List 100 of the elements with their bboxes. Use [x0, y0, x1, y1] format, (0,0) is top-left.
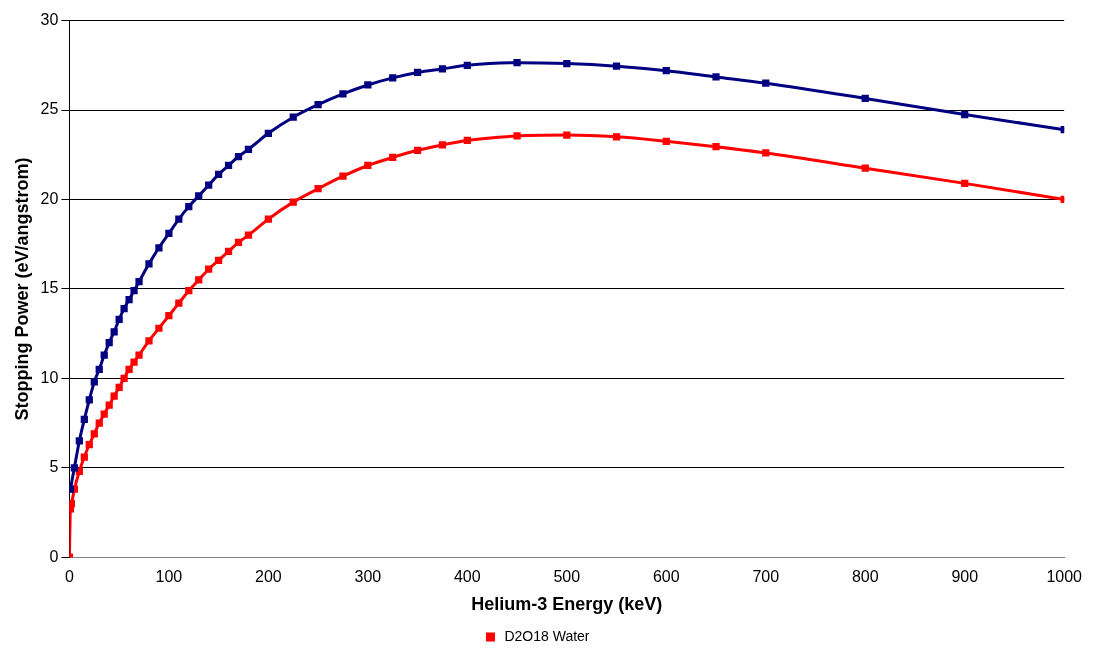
point — [185, 203, 193, 211]
point — [612, 133, 621, 141]
point — [175, 215, 183, 223]
point — [195, 276, 203, 284]
point — [80, 453, 88, 461]
y-tick-label: 10 — [40, 368, 59, 386]
point — [135, 351, 143, 359]
point — [175, 299, 183, 307]
point — [264, 215, 272, 223]
point — [205, 265, 213, 273]
point — [155, 244, 163, 252]
point — [80, 415, 88, 424]
point — [70, 464, 78, 472]
point — [95, 365, 103, 374]
point — [130, 358, 138, 366]
y-tick-label: 30 — [40, 11, 59, 29]
point — [463, 61, 471, 69]
point — [110, 328, 118, 336]
point — [413, 68, 422, 77]
point — [234, 152, 243, 161]
point — [364, 161, 372, 170]
point — [215, 170, 223, 179]
point — [215, 256, 223, 264]
point — [105, 401, 113, 409]
point — [961, 179, 969, 187]
point — [244, 145, 253, 154]
point — [563, 131, 571, 139]
point — [289, 113, 297, 121]
point — [314, 185, 322, 193]
point — [662, 137, 670, 145]
point — [762, 149, 770, 157]
point — [339, 172, 347, 180]
point — [762, 79, 770, 87]
y-tick-label: 20 — [40, 189, 59, 207]
point — [135, 278, 143, 286]
point — [339, 90, 347, 98]
x-tick-label: 100 — [155, 568, 183, 586]
point — [205, 181, 213, 189]
point — [105, 338, 113, 347]
point — [463, 136, 471, 145]
point — [155, 324, 163, 332]
point — [314, 101, 322, 109]
x-tick-label: 900 — [951, 568, 979, 586]
point — [165, 312, 173, 320]
point — [85, 440, 93, 449]
point — [145, 337, 153, 345]
y-tick-label: 0 — [49, 547, 59, 565]
point — [165, 229, 173, 238]
point — [364, 81, 372, 89]
point — [120, 304, 128, 313]
y-tick-label: 25 — [40, 100, 59, 118]
point — [115, 315, 123, 323]
x-tick-label: 400 — [453, 568, 481, 586]
point — [185, 287, 193, 295]
point — [145, 260, 153, 268]
y-tick-label: 5 — [49, 458, 59, 476]
point — [264, 129, 272, 137]
x-tick-label: 200 — [255, 568, 282, 586]
x-tick-label: 1000 — [1046, 568, 1083, 586]
point — [612, 62, 621, 70]
point — [413, 146, 422, 154]
x-tick-label: 500 — [553, 568, 581, 586]
x-axis-title: Helium-3 Energy (keV) — [471, 594, 663, 615]
point — [110, 392, 118, 400]
x-tick-label: 700 — [752, 568, 780, 586]
point — [961, 110, 969, 119]
point — [100, 410, 108, 418]
point — [115, 383, 123, 391]
point — [100, 351, 108, 359]
point — [563, 59, 571, 68]
y-axis-title: Stopping Power (eV/angstrom) — [11, 157, 32, 421]
point — [125, 296, 133, 304]
point — [75, 437, 83, 445]
point — [69, 499, 76, 508]
point — [662, 67, 670, 75]
point — [75, 467, 83, 475]
point — [90, 430, 98, 438]
point — [244, 231, 253, 239]
point — [389, 153, 397, 162]
point — [438, 141, 447, 149]
x-tick-label: 800 — [851, 568, 879, 586]
point — [438, 65, 447, 73]
point — [861, 94, 869, 103]
point — [95, 419, 103, 427]
y-tick-label: 15 — [40, 279, 59, 297]
point — [195, 192, 203, 200]
point — [513, 132, 521, 140]
point — [513, 59, 521, 67]
point — [389, 74, 397, 82]
point — [125, 365, 133, 374]
point — [234, 238, 243, 247]
legend-label: D2O18 Water — [504, 627, 590, 644]
point — [712, 73, 720, 81]
x-tick-label: 0 — [64, 568, 74, 586]
point — [861, 164, 869, 172]
point — [712, 143, 720, 151]
point — [289, 198, 297, 206]
point — [224, 161, 233, 170]
point — [85, 396, 93, 404]
x-tick-label: 300 — [354, 568, 382, 586]
